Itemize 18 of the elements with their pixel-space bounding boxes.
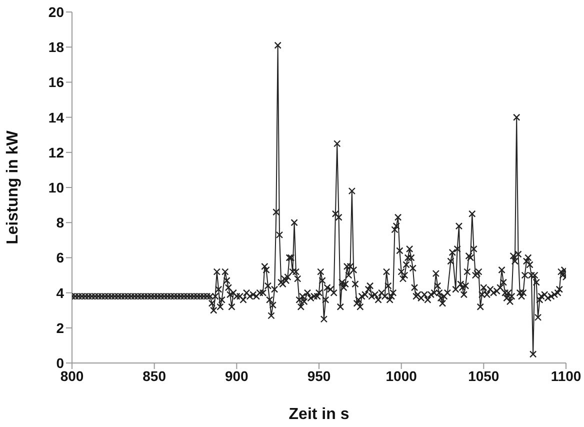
x-tick-label: 850 <box>142 368 166 384</box>
x-axis-title: Zeit in s <box>288 406 350 423</box>
y-tick-label: 8 <box>56 214 64 231</box>
y-tick-label: 6 <box>56 250 64 266</box>
y-tick-label: 18 <box>48 39 64 56</box>
x-tick-label: 1050 <box>468 368 500 384</box>
y-axis-title: Leistung in kW <box>4 130 22 244</box>
x-tick-label: 900 <box>224 368 249 384</box>
y-tick-label: 10 <box>48 179 64 196</box>
y-tick-label: 14 <box>48 109 64 126</box>
y-tick-label: 12 <box>48 144 64 160</box>
x-tick-label: 1000 <box>386 368 418 384</box>
y-tick-label: 2 <box>56 320 64 336</box>
x-tick-label: 950 <box>307 368 331 384</box>
x-tick-label: 1100 <box>550 368 582 384</box>
y-tick-label: 20 <box>48 4 64 20</box>
y-tick-label: 16 <box>48 74 64 90</box>
y-tick-label: 4 <box>56 284 64 301</box>
